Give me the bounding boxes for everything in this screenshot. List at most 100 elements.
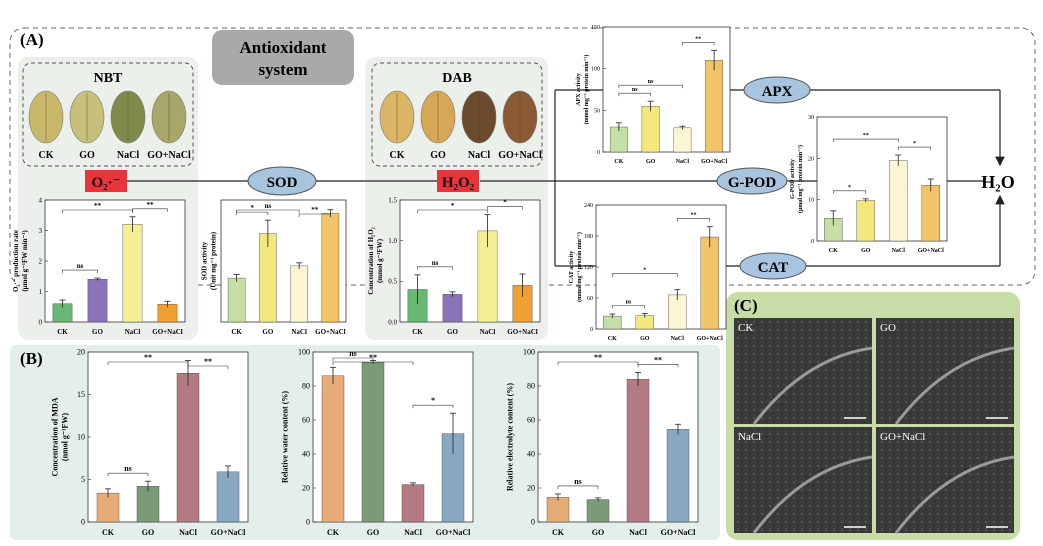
- leaf-label-1: GO: [79, 150, 95, 161]
- h2o2-ytick-0: 0.0: [388, 318, 397, 326]
- mda-bracket-0: [107, 472, 149, 477]
- o2-bar-1: [87, 279, 108, 323]
- rwc-xtick-0: CK: [327, 528, 340, 537]
- chart-cat-activity: CK GO NaCl GO+NaCl 0 60 120 180 240 CAT activity(…: [569, 203, 727, 342]
- h2o2-ytick-3: 1.5: [388, 196, 397, 204]
- gpod-xtick-0: CK: [829, 248, 838, 254]
- apx-ytick-3: 150: [591, 25, 600, 31]
- apx-sig-1: ns: [648, 79, 654, 85]
- antioxidant-box: [212, 30, 354, 85]
- rec-sig-0: ns: [574, 477, 582, 486]
- chart-relative-electrolyte-content: CK GO NaCl GO+NaCl 0 20 40 60 80 100 Relative elec…: [505, 348, 699, 537]
- superoxide-label: O₂·⁻: [91, 175, 120, 191]
- gpod-sig-1: **: [863, 133, 869, 139]
- rwc-ytick-4: 80: [302, 382, 310, 391]
- h2o2-ytick-1: 0.5: [388, 278, 397, 286]
- mda-ylabel-1: (nmol g⁻¹FW): [60, 413, 69, 462]
- gpod-ytick-3: 30: [808, 115, 814, 121]
- rec-bar-3: [666, 429, 690, 523]
- rwc-bracket-2: [412, 404, 454, 409]
- sod-xtick-1: GO: [262, 328, 273, 336]
- rec-ytick-3: 60: [527, 416, 535, 425]
- cat-ylabel-0: CAT activity: [569, 251, 575, 284]
- rwc-ytick-5: 100: [298, 348, 310, 357]
- leaf-label-3: GO+NaCl: [498, 150, 542, 161]
- leaf-label-0: CK: [39, 150, 54, 161]
- rwc-ytick-1: 20: [302, 484, 310, 493]
- gpod-bar-3: [921, 184, 940, 242]
- h2o2-xtick-2: NaCl: [480, 328, 496, 336]
- sod-label: SOD: [267, 175, 298, 191]
- apx-bracket-1: [618, 84, 683, 89]
- gpod-xtick-3: GO+NaCl: [918, 248, 944, 254]
- mda-ytick-3: 15: [77, 390, 85, 399]
- rwc-ytick-3: 60: [302, 416, 310, 425]
- mda-xtick-1: GO: [142, 528, 154, 537]
- o2-ytick-3: 3: [39, 227, 43, 235]
- h2o2-ytick-2: 1.0: [388, 237, 397, 245]
- tem-membrane-2: [752, 455, 873, 534]
- antioxidant-title-line1: Antioxidant: [240, 38, 327, 57]
- mda-bracket-1: [107, 361, 189, 365]
- cat-xtick-3: GO+NaCl: [697, 336, 723, 342]
- rec-bar-0: [546, 497, 570, 523]
- rec-xtick-1: GO: [592, 528, 604, 537]
- panel-c-label: (C): [734, 296, 758, 315]
- cat-xtick-2: NaCl: [671, 336, 685, 342]
- rwc-bar-0: [321, 375, 345, 523]
- o2-ylabel-0: O₂·⁻ production rate: [12, 230, 20, 292]
- rwc-xtick-3: GO+NaCl: [436, 528, 472, 537]
- h2o2-ylabel-1: (mmol g⁻¹FW): [376, 238, 384, 283]
- gpod-ytick-1: 10: [808, 198, 814, 204]
- mda-sig-0: ns: [124, 464, 132, 473]
- rec-ytick-2: 40: [527, 450, 535, 459]
- tem-image-0: [734, 318, 872, 424]
- rwc-ylabel-0: Relative water content (%): [280, 391, 289, 483]
- o2-xtick-1: GO: [92, 328, 103, 336]
- rec-bar-1: [586, 499, 610, 523]
- gpod-sig-2: *: [913, 141, 916, 147]
- cat-bracket-2: [676, 218, 711, 222]
- dab-leaves: CK GO NaCl GO+NaCl: [379, 90, 542, 161]
- rec-xtick-3: GO+NaCl: [661, 528, 697, 537]
- mda-ytick-2: 10: [77, 433, 85, 442]
- gpod-label: G-POD: [728, 175, 776, 191]
- o2-xtick-2: NaCl: [125, 328, 141, 336]
- apx-sig-2: **: [695, 36, 701, 42]
- sod-sig-1: ns: [265, 202, 272, 210]
- o2-bracket-0: [62, 269, 98, 274]
- o2-sig-0: ns: [77, 262, 84, 270]
- o2-ytick-0: 0: [39, 318, 43, 326]
- h2o2-sig-0: ns: [432, 259, 439, 267]
- tem-image-grid: CK GO NaCl GO+NaCl: [734, 318, 1015, 534]
- gpod-ylabel-0: G-POD activity: [790, 159, 796, 199]
- tem-membrane-1: [894, 346, 1015, 425]
- o2-xtick-0: CK: [57, 328, 68, 336]
- rwc-bracket-0: [332, 357, 374, 361]
- gpod-bar-2: [889, 160, 908, 242]
- apx-xtick-3: GO+NaCl: [701, 159, 727, 165]
- mda-ytick-4: 20: [77, 348, 85, 357]
- rwc-ytick-2: 40: [302, 450, 310, 459]
- tem-membrane-3: [894, 455, 1015, 534]
- h2o2-bracket-2: [487, 206, 523, 210]
- cat-sig-2: **: [691, 213, 697, 219]
- h2o2-xtick-0: CK: [412, 328, 423, 336]
- nbt-leaves: CK GO NaCl GO+NaCl: [28, 90, 191, 161]
- sod-xtick-0: CK: [231, 328, 242, 336]
- o2-bar-2: [122, 224, 143, 323]
- tem-image-2: [734, 427, 872, 533]
- sod-bracket-0: [236, 211, 269, 216]
- panel-a-label: (A): [20, 30, 44, 49]
- leaf-label-2: NaCl: [468, 150, 490, 161]
- rec-ytick-0: 0: [531, 518, 535, 527]
- tem-label-0: CK: [738, 322, 753, 334]
- panel-b-label: (B): [20, 349, 43, 368]
- rwc-xtick-1: GO: [367, 528, 379, 537]
- apx-xtick-1: GO: [646, 159, 656, 165]
- apx-xtick-0: CK: [614, 159, 623, 165]
- apx-ytick-1: 50: [594, 108, 600, 114]
- o2-ytick-4: 4: [39, 196, 43, 204]
- tem-label-3: GO+NaCl: [880, 431, 925, 443]
